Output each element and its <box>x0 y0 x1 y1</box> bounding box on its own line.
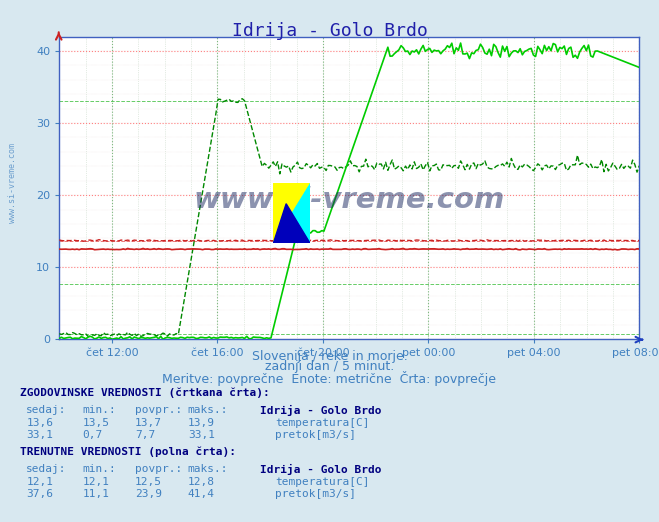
Text: sedaj:: sedaj: <box>26 464 67 473</box>
Text: sedaj:: sedaj: <box>26 405 67 414</box>
Text: min.:: min.: <box>82 464 116 473</box>
Text: 12,1: 12,1 <box>82 477 109 487</box>
Text: temperatura[C]: temperatura[C] <box>275 418 370 428</box>
Text: 13,6: 13,6 <box>26 418 53 428</box>
Text: 7,7: 7,7 <box>135 430 156 440</box>
Text: Meritve: povprečne  Enote: metrične  Črta: povprečje: Meritve: povprečne Enote: metrične Črta:… <box>163 371 496 386</box>
Text: Slovenija / reke in morje.: Slovenija / reke in morje. <box>252 350 407 363</box>
Text: povpr.:: povpr.: <box>135 464 183 473</box>
Text: 11,1: 11,1 <box>82 489 109 499</box>
Text: pretok[m3/s]: pretok[m3/s] <box>275 489 357 499</box>
Text: Idrija - Golo Brdo: Idrija - Golo Brdo <box>260 405 382 416</box>
Text: 12,1: 12,1 <box>26 477 53 487</box>
Text: min.:: min.: <box>82 405 116 414</box>
Text: 12,5: 12,5 <box>135 477 162 487</box>
Text: www.si-vreme.com: www.si-vreme.com <box>8 143 17 223</box>
Text: Idrija - Golo Brdo: Idrija - Golo Brdo <box>260 464 382 474</box>
Text: 33,1: 33,1 <box>26 430 53 440</box>
Text: www.si-vreme.com: www.si-vreme.com <box>194 186 505 214</box>
Text: 23,9: 23,9 <box>135 489 162 499</box>
Text: TRENUTNE VREDNOSTI (polna črta):: TRENUTNE VREDNOSTI (polna črta): <box>20 446 236 457</box>
Polygon shape <box>273 183 310 243</box>
Text: 0,7: 0,7 <box>82 430 103 440</box>
Polygon shape <box>273 204 310 243</box>
Text: 13,5: 13,5 <box>82 418 109 428</box>
Text: temperatura[C]: temperatura[C] <box>275 477 370 487</box>
Text: 13,9: 13,9 <box>188 418 215 428</box>
Text: ZGODOVINSKE VREDNOSTI (črtkana črta):: ZGODOVINSKE VREDNOSTI (črtkana črta): <box>20 387 270 398</box>
Text: 12,8: 12,8 <box>188 477 215 487</box>
Polygon shape <box>273 183 310 243</box>
Text: zadnji dan / 5 minut.: zadnji dan / 5 minut. <box>265 360 394 373</box>
Text: povpr.:: povpr.: <box>135 405 183 414</box>
Text: 13,7: 13,7 <box>135 418 162 428</box>
Text: Idrija - Golo Brdo: Idrija - Golo Brdo <box>231 22 428 40</box>
Text: 41,4: 41,4 <box>188 489 215 499</box>
Text: maks.:: maks.: <box>188 464 228 473</box>
Text: maks.:: maks.: <box>188 405 228 414</box>
Text: pretok[m3/s]: pretok[m3/s] <box>275 430 357 440</box>
Text: 37,6: 37,6 <box>26 489 53 499</box>
Text: 33,1: 33,1 <box>188 430 215 440</box>
